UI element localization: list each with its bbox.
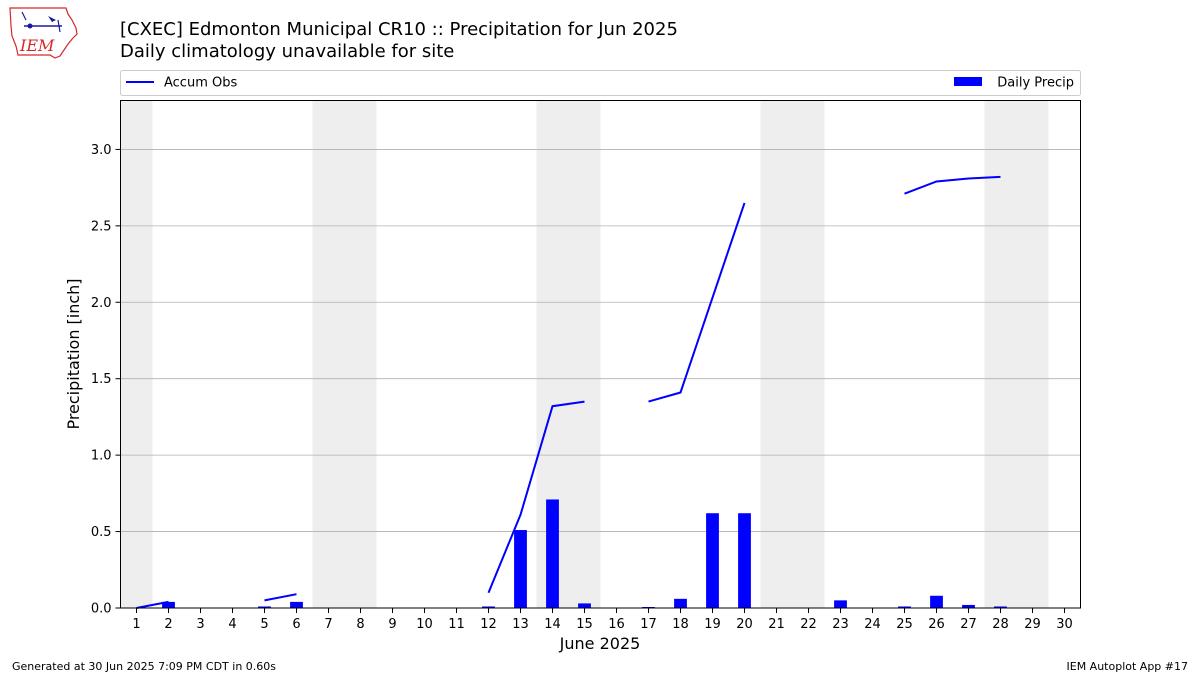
grid-lines — [120, 149, 1081, 532]
x-tick-label: 21 — [768, 617, 785, 632]
x-tick-label: 27 — [960, 617, 977, 632]
legend-bar-swatch — [954, 77, 982, 86]
plot-frame — [120, 100, 1081, 609]
weekend-shade-day-1 — [120, 100, 153, 608]
x-tick-label: 14 — [544, 617, 561, 632]
precip-bar-day-26 — [930, 595, 943, 608]
y-tick-label: 0.5 — [91, 525, 112, 540]
legend: Accum Obs Daily Precip — [120, 70, 1081, 96]
precip-bar-day-20 — [738, 513, 751, 608]
precip-bar-day-28 — [994, 606, 1007, 608]
x-tick-label: 25 — [896, 617, 913, 632]
weekend-shade-day-28 — [984, 100, 1017, 608]
accum-line-segment-3 — [487, 400, 585, 594]
x-axis-ticks: 1 2 3 4 5 6 7 8 9 10 11 12 13 14 15 16 17 18 19 20 21 22 23 24 2… — [132, 608, 1073, 632]
accum-line-segment-2 — [264, 593, 297, 602]
daily-precip-bars — [162, 499, 1007, 608]
precip-bar-day-13 — [514, 530, 527, 608]
weekend-shade-day-29 — [1016, 100, 1049, 608]
x-tick-label: 6 — [292, 617, 300, 632]
x-tick-label: 24 — [864, 617, 881, 632]
y-tick-label: 3.0 — [91, 143, 112, 158]
precip-bar-day-5 — [258, 606, 271, 608]
accum-line-segment-4 — [648, 202, 746, 403]
x-tick-label: 26 — [928, 617, 945, 632]
x-tick-label: 13 — [512, 617, 529, 632]
x-tick-label: 2 — [164, 617, 172, 632]
precip-bar-day-25 — [898, 606, 911, 608]
weekend-shade-day-22 — [792, 100, 825, 608]
precip-bar-day-18 — [674, 598, 687, 608]
precip-bar-day-14 — [546, 499, 559, 608]
accum-obs-line — [136, 175, 1001, 609]
y-tick-label: 1.0 — [91, 449, 112, 464]
x-tick-label: 5 — [260, 617, 268, 632]
x-tick-label: 30 — [1056, 617, 1073, 632]
weekend-shade-day-7 — [312, 100, 345, 608]
precip-bar-day-12 — [482, 606, 495, 608]
x-tick-label: 8 — [356, 617, 364, 632]
precip-bar-day-6 — [290, 601, 303, 608]
chart-title: [CXEC] Edmonton Municipal CR10 :: Precip… — [120, 19, 678, 40]
legend-frame — [120, 70, 1081, 96]
x-tick-label: 10 — [416, 617, 433, 632]
weekend-shade-day-8 — [344, 100, 377, 608]
accum-line-segment-1 — [136, 600, 169, 609]
y-tick-label: 2.5 — [91, 219, 112, 234]
weekend-shade-day-15 — [568, 100, 601, 608]
precip-bar-day-15 — [578, 603, 591, 608]
x-tick-label: 3 — [196, 617, 204, 632]
logo-text: IEM — [19, 36, 55, 55]
x-tick-label: 22 — [800, 617, 817, 632]
precip-bar-day-27 — [962, 604, 975, 608]
x-tick-label: 4 — [228, 617, 236, 632]
footer-app: IEM Autoplot App #17 — [1067, 660, 1189, 673]
footer-generated: Generated at 30 Jun 2025 7:09 PM CDT in … — [12, 660, 276, 673]
y-axis-ticks: 0.0 0.5 1.0 1.5 2.0 2.5 3.0 — [91, 143, 121, 617]
x-tick-label: 17 — [640, 617, 657, 632]
x-tick-label: 28 — [992, 617, 1009, 632]
x-axis-label: June 2025 — [559, 634, 641, 653]
x-tick-label: 1 — [132, 617, 140, 632]
x-tick-label: 19 — [704, 617, 721, 632]
x-tick-label: 18 — [672, 617, 689, 632]
precip-bar-day-23 — [834, 600, 847, 608]
x-tick-label: 11 — [448, 617, 465, 632]
y-axis-label: Precipitation [inch] — [64, 278, 83, 429]
x-tick-label: 16 — [608, 617, 625, 632]
x-tick-label: 20 — [736, 617, 753, 632]
x-tick-label: 9 — [388, 617, 396, 632]
chart-subtitle: Daily climatology unavailable for site — [120, 41, 454, 62]
y-tick-label: 2.0 — [91, 296, 112, 311]
y-tick-label: 0.0 — [91, 602, 112, 617]
accum-line-segment-5 — [904, 175, 1001, 195]
x-tick-label: 29 — [1024, 617, 1041, 632]
y-tick-label: 1.5 — [91, 372, 112, 387]
legend-bar-label: Daily Precip — [997, 76, 1074, 91]
x-tick-label: 7 — [324, 617, 332, 632]
weekend-shade-day-21 — [760, 100, 793, 608]
x-tick-label: 12 — [480, 617, 497, 632]
precip-bar-day-19 — [706, 513, 719, 608]
legend-line-label: Accum Obs — [164, 76, 237, 91]
iem-logo: IEM — [9, 7, 78, 59]
x-tick-label: 23 — [832, 617, 849, 632]
x-tick-label: 15 — [576, 617, 593, 632]
precip-bar-day-2 — [162, 601, 175, 608]
